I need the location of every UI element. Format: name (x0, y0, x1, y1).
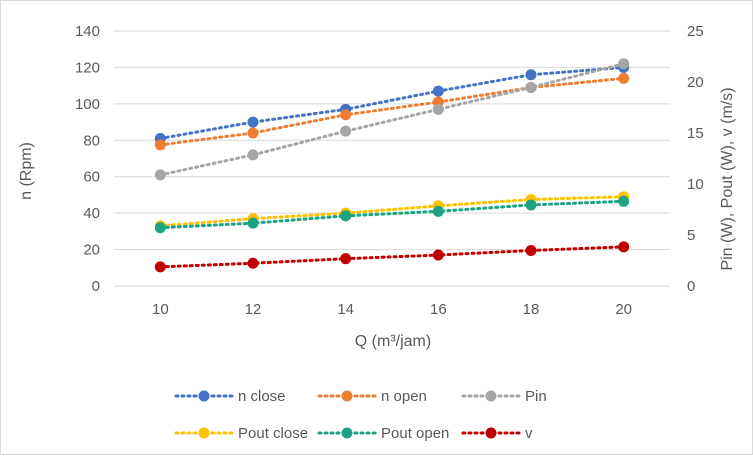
legend-label: Pout open (381, 425, 449, 442)
series-pout-open (154, 195, 630, 234)
x-axis-title: Q (m³/jam) (355, 333, 431, 350)
data-point (525, 244, 537, 256)
series-layer (154, 58, 630, 273)
right-tick-label: 10 (687, 176, 704, 193)
data-point (618, 195, 630, 207)
left-tick-label: 0 (92, 278, 100, 295)
right-tick-label: 0 (687, 278, 695, 295)
data-point (154, 169, 166, 181)
legend-marker (198, 427, 210, 439)
legend-label: Pout close (238, 425, 308, 442)
series-line (158, 76, 626, 147)
left-axis-ticks: 0 20 40 60 80 100 120 140 (75, 23, 100, 295)
left-tick-label: 100 (75, 96, 100, 113)
x-tick-label: 14 (337, 301, 354, 318)
legend-entry: Pin (461, 388, 547, 405)
legend-label: Pin (525, 388, 547, 405)
legend-marker (198, 390, 210, 402)
data-point (247, 149, 259, 161)
gridlines (114, 30, 670, 251)
data-point (525, 81, 537, 93)
series-line (158, 65, 626, 140)
data-point (247, 217, 259, 229)
data-point (154, 222, 166, 234)
data-point (432, 85, 444, 97)
data-point (340, 253, 352, 265)
series-n-close (154, 61, 630, 144)
legend-marker (341, 390, 353, 402)
data-point (247, 257, 259, 269)
right-axis-title: Pin (W), Pout (W), v (m/s) (719, 87, 736, 270)
left-tick-label: 80 (83, 132, 100, 149)
data-point (247, 116, 259, 128)
series-v (154, 241, 630, 273)
x-tick-label: 16 (430, 301, 447, 318)
right-tick-label: 5 (687, 227, 695, 244)
data-point (340, 210, 352, 222)
left-tick-label: 40 (83, 205, 100, 222)
legend-entry: n close (174, 388, 286, 405)
legend-marker (341, 427, 353, 439)
left-tick-label: 140 (75, 23, 100, 40)
data-point (340, 109, 352, 121)
data-point (432, 205, 444, 217)
x-tick-label: 10 (152, 301, 169, 318)
left-tick-label: 60 (83, 169, 100, 186)
legend-marker (485, 427, 497, 439)
data-point (154, 261, 166, 273)
x-tick-label: 18 (523, 301, 540, 318)
x-tick-label: 12 (245, 301, 262, 318)
data-point (154, 139, 166, 151)
data-point (432, 249, 444, 261)
legend-marker (485, 390, 497, 402)
legend: n close n open Pin Pout close Pout open v (174, 388, 547, 442)
left-axis-title: n (Rpm) (18, 142, 35, 200)
left-tick-label: 20 (83, 242, 100, 259)
legend-entry: Pout open (317, 425, 449, 442)
series-line (158, 62, 626, 177)
legend-label: v (525, 425, 533, 442)
data-point (525, 69, 537, 81)
data-point (432, 103, 444, 115)
data-point (618, 72, 630, 84)
legend-entry: n open (317, 388, 427, 405)
data-point (247, 127, 259, 139)
legend-label: n open (381, 388, 427, 405)
data-point (618, 58, 630, 70)
data-point (618, 241, 630, 253)
x-tick-label: 20 (615, 301, 632, 318)
legend-entry: Pout close (174, 425, 308, 442)
series-line (158, 195, 626, 228)
right-tick-label: 20 (687, 74, 704, 91)
series-line (158, 245, 626, 269)
legend-label: n close (238, 388, 286, 405)
x-axis-ticks: 10 12 14 16 18 20 (152, 301, 632, 318)
series-n-open (154, 72, 630, 151)
left-tick-label: 120 (75, 59, 100, 76)
series-pin (154, 58, 630, 181)
right-tick-label: 25 (687, 23, 704, 40)
data-point (340, 125, 352, 137)
right-axis-ticks: 0 5 10 15 20 25 (687, 23, 704, 295)
legend-entry: v (461, 425, 533, 442)
data-point (525, 199, 537, 211)
right-tick-label: 15 (687, 125, 704, 142)
series-line (158, 199, 626, 230)
